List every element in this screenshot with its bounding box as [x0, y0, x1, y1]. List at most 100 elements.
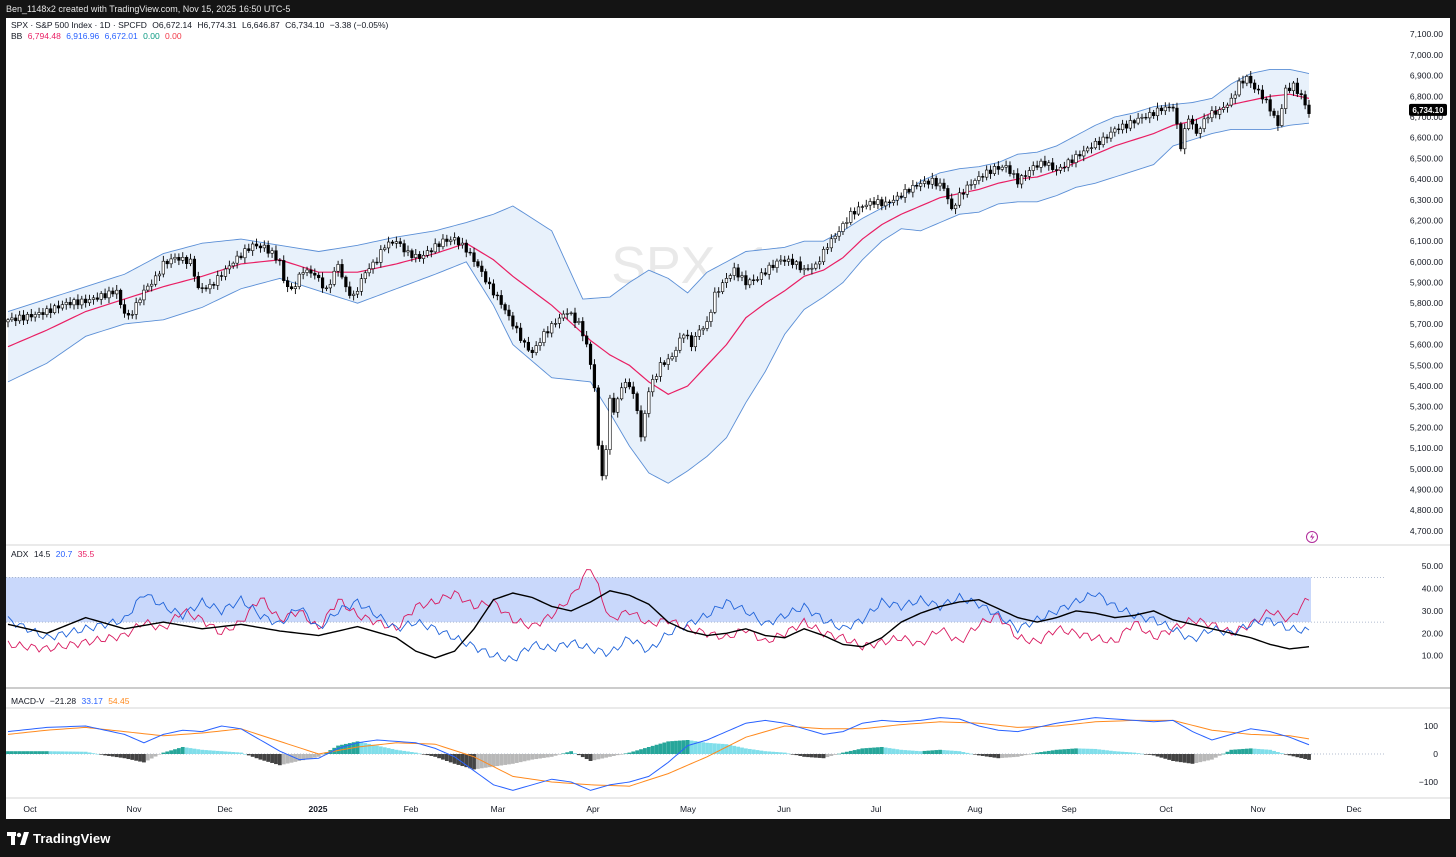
legend-macd[interactable]: MACD-V −21.28 33.17 54.45 [11, 696, 132, 707]
macd-histogram-bar [646, 747, 651, 754]
time-axis-tick: Nov [126, 804, 142, 814]
candle-body [534, 345, 538, 353]
candle-body [499, 295, 503, 305]
candle-body [425, 250, 430, 256]
candle-body [922, 180, 927, 184]
candle-body [1082, 150, 1086, 157]
macd-histogram-bar [1155, 754, 1160, 757]
macd-histogram-bar [242, 754, 247, 755]
legend-adx[interactable]: ADX 14.5 20.7 35.5 [11, 549, 97, 560]
macd-histogram-bar [666, 741, 671, 754]
candle-body [934, 177, 938, 187]
price-axis-tick: 5,800.00 [1410, 298, 1443, 308]
macd-histogram-bar [1186, 754, 1191, 764]
candle-body [977, 176, 981, 181]
macd-histogram-bar [1303, 754, 1308, 759]
legend-main[interactable]: SPX · S&P 500 Index · 1D · SPCFD O6,672.… [11, 20, 391, 31]
legend-signal-value: 54.45 [108, 696, 130, 706]
candle-body [732, 267, 736, 276]
macd-histogram-bar [992, 754, 997, 758]
candle-body [542, 331, 546, 343]
chart-area[interactable]: SPX, 1DS&P 500 Index7,100.007,000.006,90… [6, 18, 1450, 819]
macd-histogram-bar [413, 752, 418, 754]
price-axis-tick: 6,100.00 [1410, 236, 1443, 246]
candle-body [153, 275, 158, 285]
candle-body [600, 445, 604, 477]
macd-histogram-bar [1287, 754, 1292, 756]
candle-body [825, 247, 830, 250]
macd-histogram-bar [611, 754, 616, 756]
candle-body [1190, 118, 1195, 125]
candle-body [1221, 107, 1226, 110]
time-axis-tick: Jul [871, 804, 882, 814]
macd-histogram-bar [553, 754, 558, 756]
legend-high: H6,774.31 [197, 20, 237, 30]
candle-body [973, 180, 977, 185]
macd-histogram-bar [324, 752, 329, 754]
candle-body [282, 260, 286, 281]
legend-bb[interactable]: BB 6,794.48 6,916.96 6,672.01 0.00 0.00 [11, 31, 185, 42]
legend-macd-name[interactable]: MACD-V [11, 696, 45, 706]
macd-histogram-bar [1279, 753, 1284, 754]
candle-body [588, 343, 593, 365]
candle-body [596, 387, 600, 446]
macd-histogram-bar [1202, 754, 1207, 762]
footer-bar: TradingView [0, 819, 1456, 857]
price-axis-tick: 6,000.00 [1410, 257, 1443, 267]
macd-histogram-bar [277, 754, 282, 766]
candle-body [169, 258, 173, 265]
legend-bb-name[interactable]: BB [11, 31, 23, 41]
candle-body [383, 247, 387, 250]
candle-body [837, 231, 841, 237]
candle-body [181, 256, 185, 261]
macd-histogram-bar [1171, 754, 1175, 761]
macd-histogram-bar [969, 753, 974, 755]
macd-histogram-bar [122, 754, 127, 759]
candle-body [266, 244, 270, 254]
candle-body [686, 334, 690, 337]
macd-histogram-bar [138, 754, 142, 762]
macd-histogram-bar [1132, 752, 1137, 754]
macd-histogram-bar [1213, 754, 1218, 758]
candle-body [289, 286, 294, 289]
candle-body [783, 259, 787, 262]
legend-symbol[interactable]: SPX · S&P 500 Index · 1D · SPCFD [11, 20, 147, 30]
macd-histogram-bar [1163, 754, 1168, 759]
macd-histogram-bar [728, 745, 733, 754]
candle-body [1167, 106, 1171, 109]
candle-body [1089, 147, 1094, 149]
legend-macd-value: 33.17 [81, 696, 103, 706]
candle-body [561, 313, 565, 319]
macd-histogram-bar [17, 751, 22, 754]
candle-body [456, 237, 461, 246]
macd-histogram-bar [1015, 754, 1020, 757]
candle-body [1043, 160, 1047, 166]
macd-histogram-bar [945, 750, 950, 754]
macd-histogram-bar [1085, 748, 1090, 754]
macd-histogram-bar [239, 752, 243, 754]
macd-histogram-bar [1062, 749, 1067, 754]
macd-histogram-bar [1128, 752, 1133, 754]
macd-histogram-bar [487, 754, 492, 768]
price-axis-tick: 6,900.00 [1410, 71, 1443, 81]
macd-histogram-bar [52, 751, 57, 754]
legend-adx-name[interactable]: ADX [11, 549, 29, 559]
candle-body [1295, 82, 1299, 94]
candle-body [476, 261, 480, 267]
macd-histogram-bar [662, 742, 667, 754]
macd-histogram-bar [460, 754, 465, 767]
candle-body [1299, 93, 1303, 95]
candle-body [103, 293, 107, 299]
macd-histogram-bar [903, 750, 908, 754]
candle-body [992, 166, 997, 174]
macd-histogram-bar [1011, 754, 1016, 758]
candle-body [185, 256, 189, 264]
macd-histogram-bar [751, 749, 756, 754]
macd-histogram-bar [522, 754, 527, 762]
macd-histogram-bar [526, 754, 531, 761]
tradingview-logo[interactable]: TradingView [7, 831, 110, 846]
candle-body [363, 272, 367, 279]
chart-canvas[interactable]: SPX, 1DS&P 500 Index7,100.007,000.006,90… [6, 18, 1450, 819]
macd-histogram-bar [180, 747, 185, 754]
macd-histogram-bar [1237, 749, 1241, 754]
